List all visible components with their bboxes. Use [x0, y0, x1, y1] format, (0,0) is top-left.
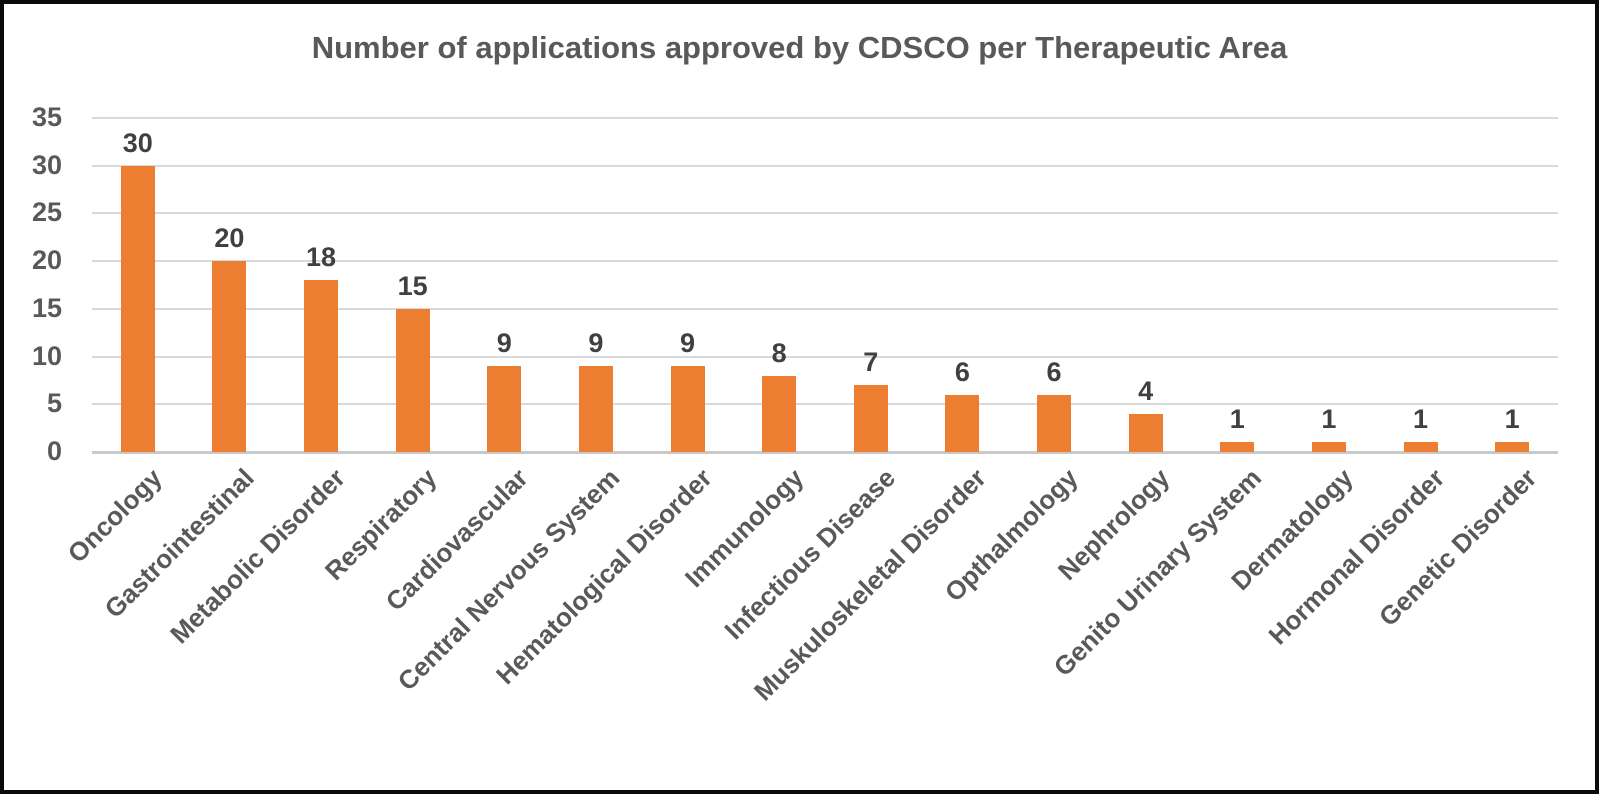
x-axis-line [92, 450, 1558, 454]
x-category-label: Infectious Disease [717, 462, 901, 646]
bar-value-label: 15 [397, 270, 428, 301]
y-tick-label: 5 [46, 388, 62, 419]
bar [1220, 442, 1255, 452]
bar [1128, 413, 1163, 452]
bar [1311, 442, 1346, 452]
y-axis: 0 5 10 15 20 25 30 35 [4, 4, 76, 790]
chart-title: Number of applications approved by CDSCO… [311, 30, 1288, 65]
y-tick-label: 10 [31, 340, 62, 371]
gridline [92, 260, 1558, 263]
bar [304, 280, 339, 452]
bar [1403, 442, 1438, 452]
bar-value-label: 1 [1321, 404, 1337, 435]
bar [395, 308, 430, 452]
bar-value-label: 1 [1504, 404, 1520, 435]
bar [578, 366, 613, 452]
x-category-label: Metabolic Disorder [164, 462, 351, 650]
plot-area: 30 20 18 15 9 9 9 8 7 6 6 4 1 1 1 1 [92, 117, 1558, 454]
gridline [92, 403, 1558, 406]
bar [1037, 394, 1072, 452]
bar-value-label: 4 [1138, 375, 1154, 406]
bar [1495, 442, 1530, 452]
bar [853, 385, 888, 452]
bar-value-label: 20 [214, 223, 245, 254]
y-tick-label: 25 [31, 197, 62, 228]
gridline [92, 212, 1558, 215]
bar-value-label: 18 [306, 242, 337, 273]
bar-value-label: 1 [1229, 404, 1245, 435]
gridline [92, 117, 1558, 119]
bar-value-label: 6 [1046, 356, 1062, 387]
bar-value-label: 9 [680, 328, 696, 359]
y-tick-label: 20 [31, 245, 62, 276]
x-category-label: Genetic Disorder [1372, 462, 1542, 632]
bar [487, 366, 522, 452]
gridline [92, 307, 1558, 310]
bar [212, 261, 247, 452]
x-category-label: Hormonal Disorder [1262, 462, 1451, 651]
y-tick-label: 0 [46, 436, 62, 466]
bar-value-label: 7 [863, 347, 879, 378]
y-tick-label: 15 [31, 292, 62, 323]
bar-value-label: 9 [496, 328, 512, 359]
bar-value-label: 1 [1413, 404, 1429, 435]
bar [120, 165, 155, 452]
bar-value-label: 6 [954, 356, 970, 387]
bar-value-label: 9 [588, 328, 604, 359]
y-tick-label: 35 [31, 102, 62, 132]
y-tick-label: 30 [31, 149, 62, 180]
bar-value-label: 8 [771, 337, 787, 368]
gridline [92, 164, 1558, 167]
gridline [92, 355, 1558, 358]
bar [670, 366, 705, 452]
bar [945, 394, 980, 452]
bar [762, 375, 797, 452]
x-axis: Oncology Gastrointestinal Metabolic Disord… [62, 454, 1558, 784]
bar-value-label: 30 [122, 127, 153, 158]
